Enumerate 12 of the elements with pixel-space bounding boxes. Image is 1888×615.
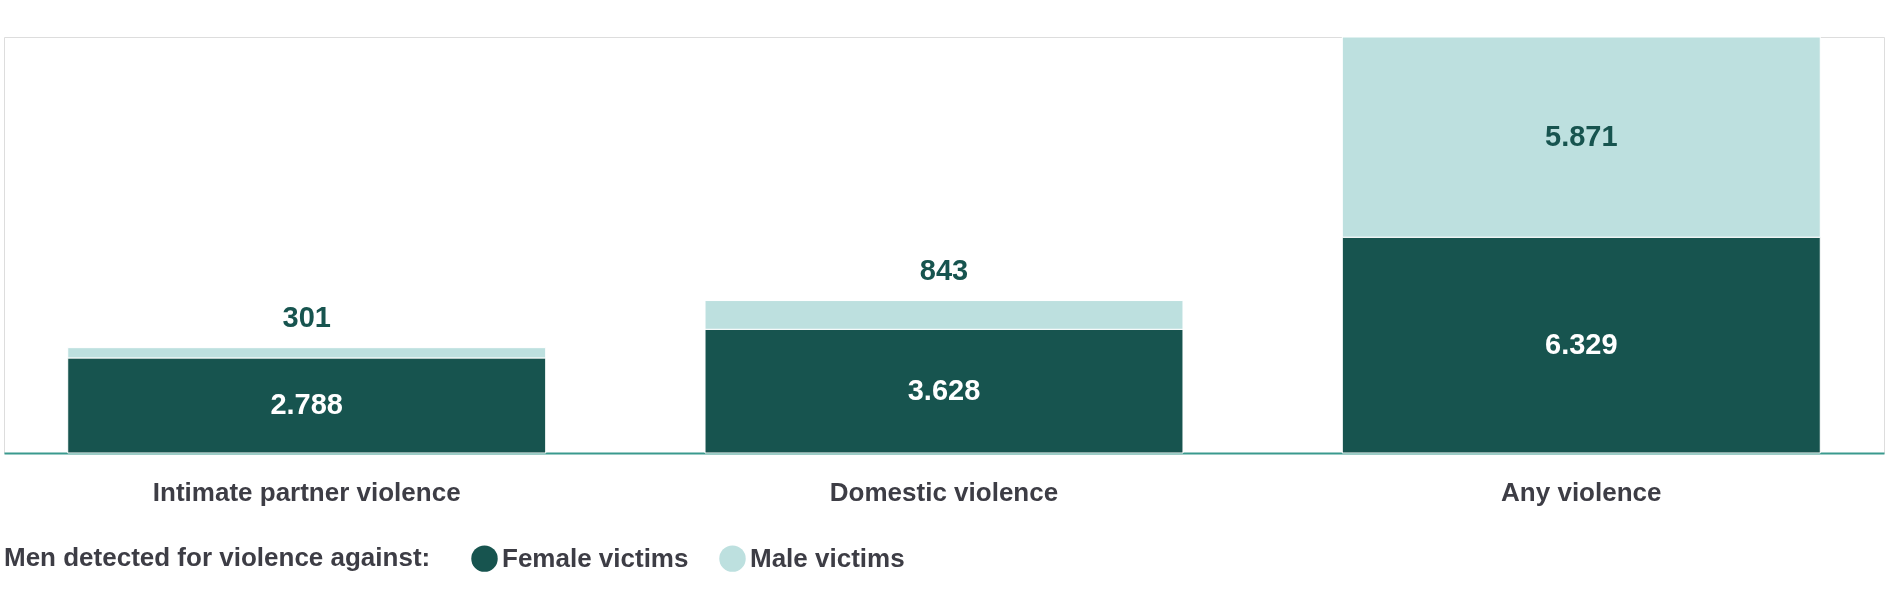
x-tick-label: Domestic violence — [829, 476, 1059, 507]
data-label: 2.788 — [270, 388, 343, 421]
data-label: 301 — [282, 300, 331, 333]
data-label: 843 — [919, 253, 969, 286]
data-label: 3.628 — [907, 374, 981, 407]
data-label: 5.871 — [1545, 120, 1618, 153]
legend-title: Men detected for violence against: — [4, 542, 431, 572]
x-tick-label: Intimate partner violence — [152, 476, 461, 507]
x-tick-label: Any violence — [1501, 476, 1662, 507]
legend-label: Male victims — [750, 542, 905, 573]
legend-label: Female victims — [502, 542, 689, 573]
data-label: 6.329 — [1545, 328, 1618, 361]
